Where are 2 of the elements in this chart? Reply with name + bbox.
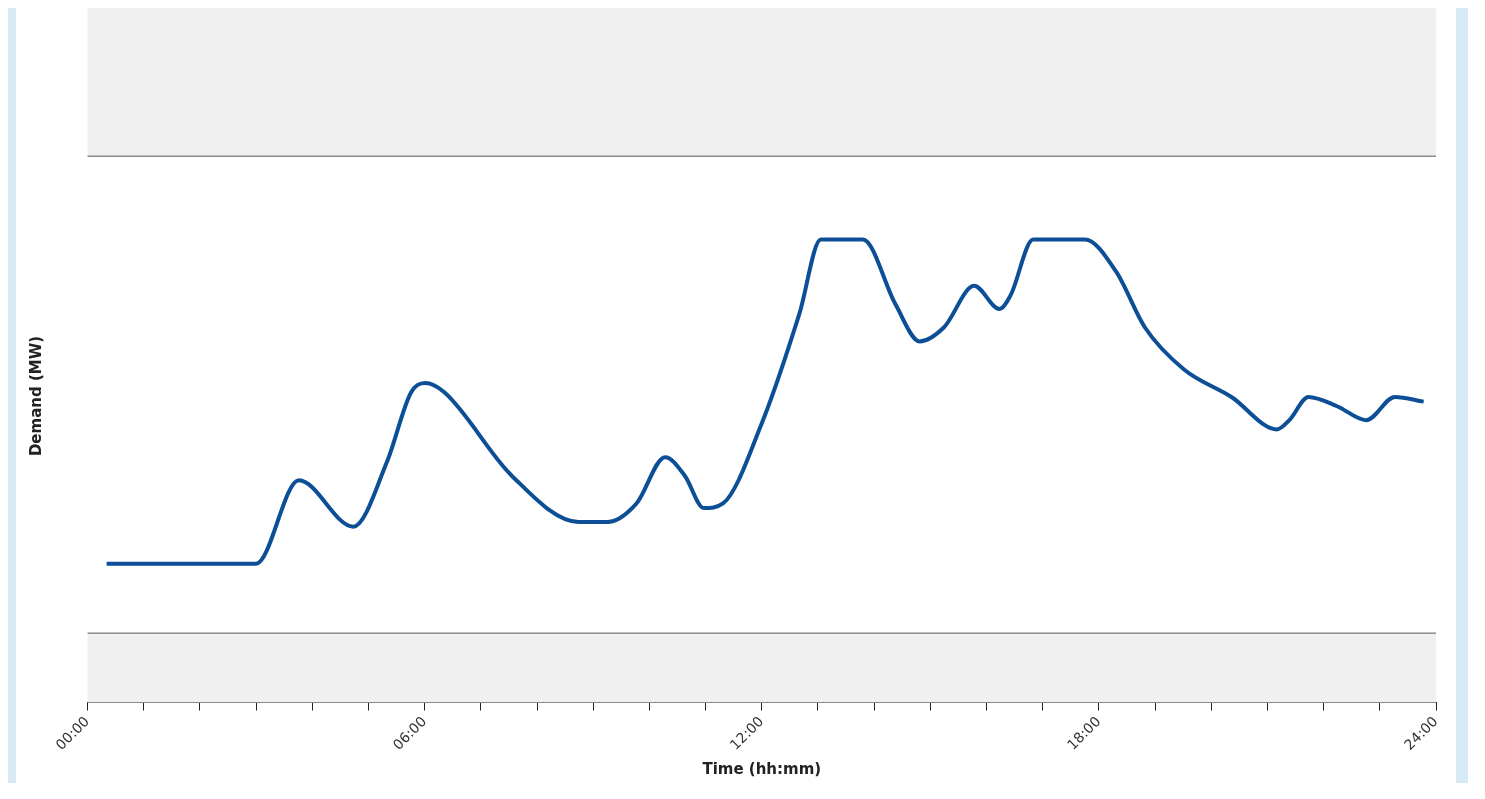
x-axis-title: Time (hh:mm): [702, 759, 822, 778]
y-axis-title: Demand (MW): [27, 335, 46, 456]
